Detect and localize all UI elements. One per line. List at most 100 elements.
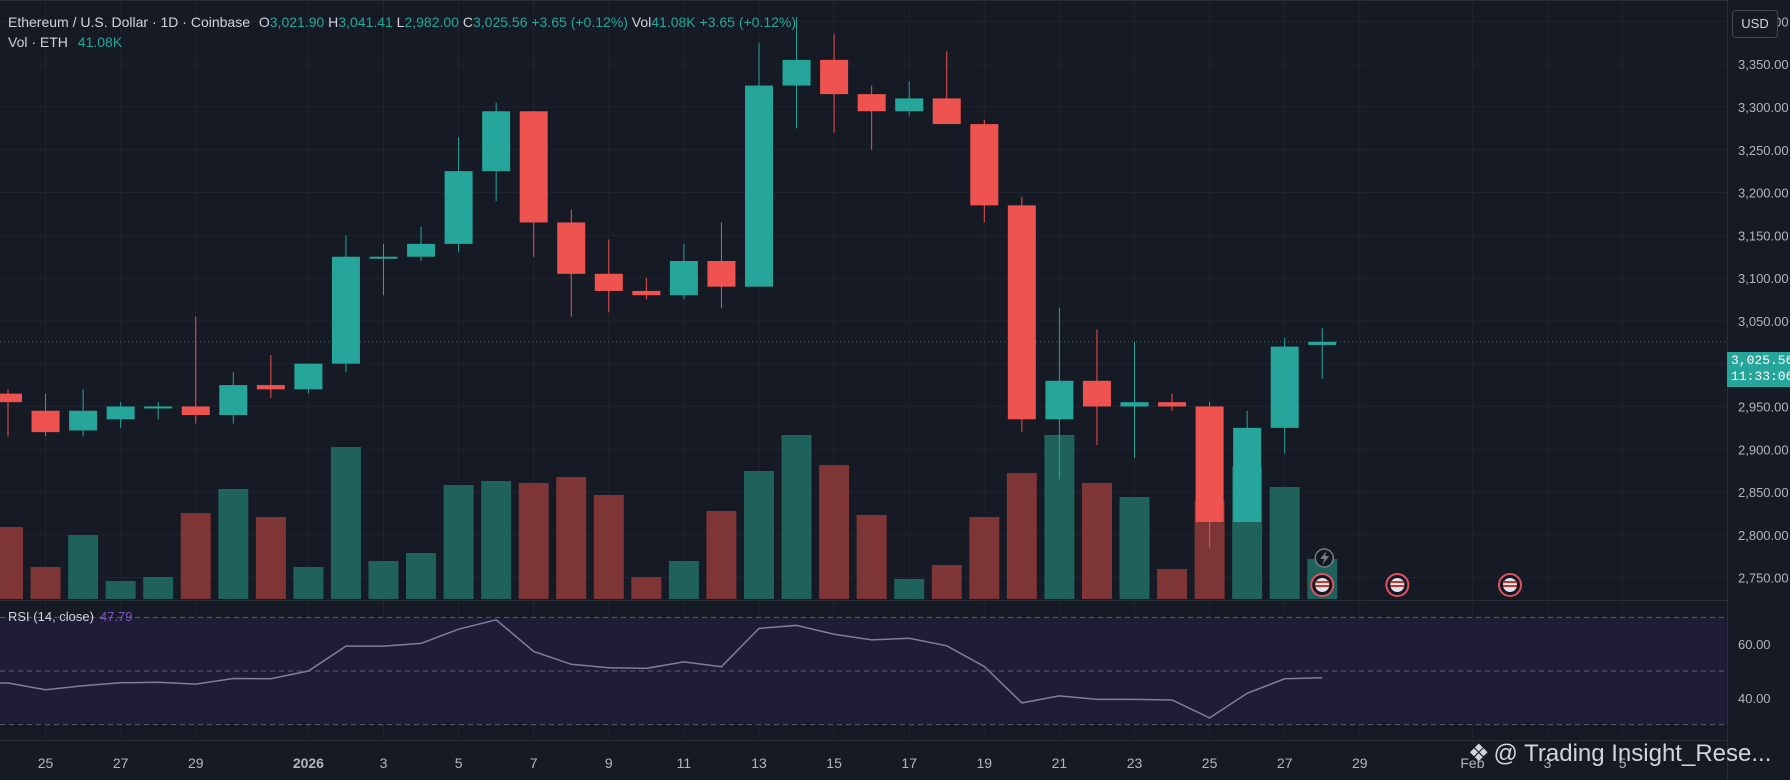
time-tick-label: 7 (530, 755, 538, 771)
candle-body (1270, 346, 1299, 428)
flag-stripe (1390, 581, 1405, 583)
time-tick-label: 19 (977, 755, 993, 771)
price-tick-label: 2,800.00 (1738, 528, 1789, 543)
candle-body (181, 406, 210, 416)
candle[interactable] (0, 389, 22, 437)
candle[interactable] (707, 222, 736, 309)
candle[interactable] (669, 243, 698, 300)
rsi-band (0, 616, 1727, 726)
candle-body (144, 406, 173, 409)
price-tick-label: 3,350.00 (1738, 57, 1789, 72)
candle[interactable] (444, 136, 473, 253)
candle[interactable] (31, 393, 60, 437)
time-tick-label: 9 (605, 755, 613, 771)
time-tick-label: 3 (380, 755, 388, 771)
volume-bar (518, 483, 549, 599)
grid (0, 0, 1790, 741)
candle-body (256, 385, 285, 390)
candle[interactable] (106, 402, 135, 428)
rsi-legend[interactable]: RSI (14, close) 47.79 (8, 609, 133, 624)
candle[interactable] (1270, 338, 1299, 454)
candle-body (557, 222, 586, 274)
time-tick-label: 21 (1052, 755, 1068, 771)
symbol-legend: Ethereum / U.S. Dollar · 1D · Coinbase O… (8, 12, 796, 52)
candle[interactable] (820, 34, 849, 133)
candle[interactable] (482, 102, 511, 202)
candle[interactable] (557, 209, 586, 317)
price-tick-label: 3,300.00 (1738, 100, 1789, 115)
flag-stripe (1315, 581, 1330, 583)
candle[interactable] (932, 51, 961, 125)
volume-bar (218, 489, 249, 599)
event-markers[interactable] (1310, 548, 1522, 597)
candle[interactable] (1045, 308, 1074, 480)
volume-bar (481, 481, 512, 599)
lightning-alert[interactable] (1314, 548, 1334, 568)
candle-body (669, 260, 698, 296)
candle-body (594, 273, 623, 291)
volume-bar (180, 513, 211, 599)
candle-body (932, 98, 961, 125)
candle[interactable] (1233, 410, 1262, 522)
candle[interactable] (632, 278, 661, 300)
currency-button[interactable]: USD (1732, 10, 1778, 38)
volume-bar (556, 477, 587, 599)
candle-body (294, 363, 323, 390)
price-tick-label: 2,950.00 (1738, 399, 1789, 414)
candle[interactable] (970, 119, 999, 223)
candle[interactable] (1082, 329, 1111, 445)
candle-body (519, 111, 548, 223)
volume-indicator-value: 41.08K (77, 34, 123, 50)
candle[interactable] (519, 111, 548, 257)
candle[interactable] (594, 239, 623, 313)
candle[interactable] (1007, 196, 1036, 433)
candle[interactable] (782, 17, 811, 129)
candle[interactable] (1120, 342, 1149, 458)
economic-event-marker[interactable] (1385, 573, 1410, 597)
time-tick-label: Feb (1460, 755, 1484, 771)
volume-bar (406, 553, 437, 599)
volume-bar (330, 447, 361, 599)
vol-value: 41.08K (651, 14, 696, 30)
volume-indicator-label[interactable]: Vol · ETH (8, 34, 68, 50)
rsi-value: 47.79 (99, 609, 133, 624)
candle[interactable] (745, 42, 773, 287)
candle[interactable] (181, 316, 210, 424)
candle[interactable] (1195, 402, 1224, 548)
volume-bar (68, 535, 99, 599)
candle-body (820, 59, 849, 95)
candle-body (369, 256, 398, 259)
volume-bar (668, 561, 699, 599)
candle[interactable] (256, 355, 285, 398)
close-value: 3,025.56 (472, 14, 528, 30)
open-value: 3,021.90 (269, 14, 325, 30)
economic-event-marker[interactable] (1498, 573, 1522, 597)
candle[interactable] (857, 85, 886, 150)
candle[interactable] (294, 363, 323, 394)
time-tick-label: 3 (1544, 755, 1552, 771)
volume-bar (1269, 487, 1300, 599)
candle[interactable] (144, 402, 173, 420)
low-value: 2,982.00 (404, 14, 459, 30)
candle-body (970, 124, 999, 206)
volume-bar (255, 517, 286, 599)
candle[interactable] (407, 226, 436, 261)
candle-body (1007, 205, 1036, 420)
candle[interactable] (219, 372, 248, 424)
time-tick-label: 27 (1277, 755, 1293, 771)
candle-body (1195, 406, 1224, 522)
candle[interactable] (1158, 393, 1187, 411)
volume-bar (293, 567, 324, 599)
candles[interactable] (0, 17, 1337, 548)
economic-event-marker[interactable] (1310, 573, 1335, 597)
price-tick-label: 2,750.00 (1738, 571, 1789, 586)
candle[interactable] (69, 389, 98, 437)
symbol-name[interactable]: Ethereum / U.S. Dollar · 1D · Coinbase (8, 14, 250, 30)
legend-volume-row: Vol · ETH 41.08K (8, 32, 796, 52)
candle[interactable] (1308, 328, 1337, 380)
candle[interactable] (331, 235, 360, 373)
candle-body (1233, 427, 1262, 522)
candle[interactable] (369, 243, 398, 296)
candle[interactable] (895, 81, 924, 116)
